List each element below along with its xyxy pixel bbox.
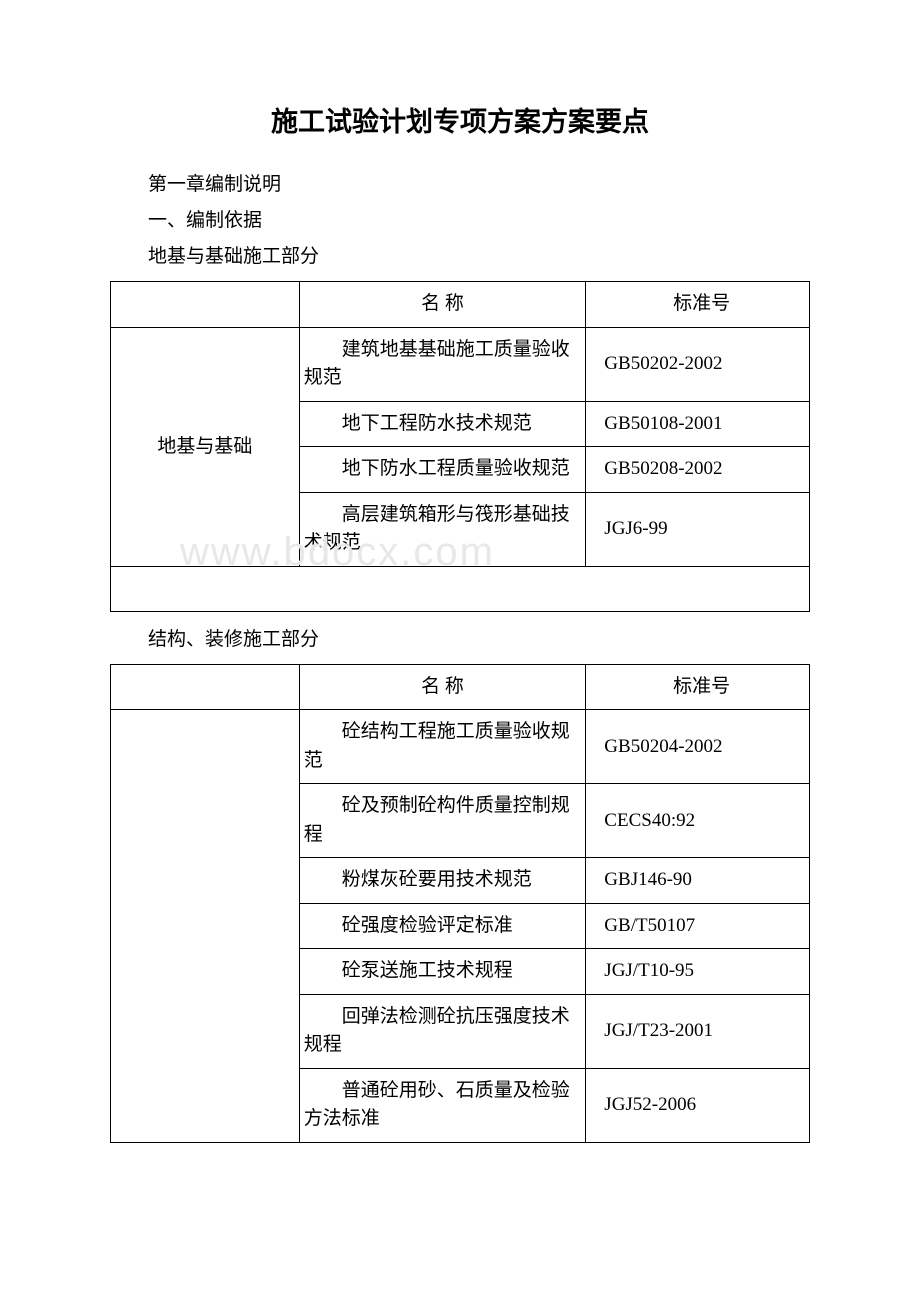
spec-name: 建筑地基基础施工质量验收规范: [299, 327, 586, 401]
part1-heading: 地基与基础施工部分: [110, 239, 810, 275]
column-header-name: 名 称: [299, 282, 586, 328]
column-header-name: 名 称: [299, 664, 586, 710]
table-row: 地基与基础 建筑地基基础施工质量验收规范 GB50202-2002: [111, 327, 810, 401]
category-cell: 地基与基础: [111, 327, 300, 566]
table-cell: [111, 282, 300, 328]
spec-code: GBJ146-90: [586, 858, 810, 904]
spec-code: GB50202-2002: [586, 327, 810, 401]
table-foundation: 名 称 标准号 地基与基础 建筑地基基础施工质量验收规范 GB50202-200…: [110, 281, 810, 612]
spec-name: 地下工程防水技术规范: [299, 401, 586, 447]
spec-name: 粉煤灰砼要用技术规范: [299, 858, 586, 904]
basis-heading: 一、编制依据: [110, 203, 810, 239]
spec-code: CECS40:92: [586, 784, 810, 858]
spec-code: GB/T50107: [586, 903, 810, 949]
spec-code: JGJ/T10-95: [586, 949, 810, 995]
table-cell: [111, 664, 300, 710]
spec-name: 回弹法检测砼抗压强度技术规程: [299, 994, 586, 1068]
table-row: 砼结构工程施工质量验收规范 GB50204-2002: [111, 710, 810, 784]
chapter-heading: 第一章编制说明: [110, 167, 810, 203]
table-cell: [111, 566, 810, 611]
spec-name: 砼结构工程施工质量验收规范: [299, 710, 586, 784]
spec-code: GB50108-2001: [586, 401, 810, 447]
column-header-code: 标准号: [586, 282, 810, 328]
spec-name: 高层建筑箱形与筏形基础技术规范: [299, 492, 586, 566]
table-row: [111, 566, 810, 611]
spec-name: 砼强度检验评定标准: [299, 903, 586, 949]
spec-code: GB50208-2002: [586, 447, 810, 493]
spec-name: 普通砼用砂、石质量及检验方法标准: [299, 1068, 586, 1142]
spec-code: GB50204-2002: [586, 710, 810, 784]
column-header-code: 标准号: [586, 664, 810, 710]
table-row: 名 称 标准号: [111, 282, 810, 328]
part2-heading: 结构、装修施工部分: [110, 622, 810, 658]
document-title: 施工试验计划专项方案方案要点: [110, 100, 810, 139]
spec-name: 砼泵送施工技术规程: [299, 949, 586, 995]
category-cell: [111, 710, 300, 1143]
spec-name: 砼及预制砼构件质量控制规程: [299, 784, 586, 858]
document-page: 施工试验计划专项方案方案要点 第一章编制说明 一、编制依据 地基与基础施工部分 …: [0, 0, 920, 1213]
spec-code: JGJ6-99: [586, 492, 810, 566]
spec-name: 地下防水工程质量验收规范: [299, 447, 586, 493]
spec-code: JGJ52-2006: [586, 1068, 810, 1142]
table-structure: 名 称 标准号 砼结构工程施工质量验收规范 GB50204-2002 砼及预制砼…: [110, 664, 810, 1143]
spec-code: JGJ/T23-2001: [586, 994, 810, 1068]
table-row: 名 称 标准号: [111, 664, 810, 710]
